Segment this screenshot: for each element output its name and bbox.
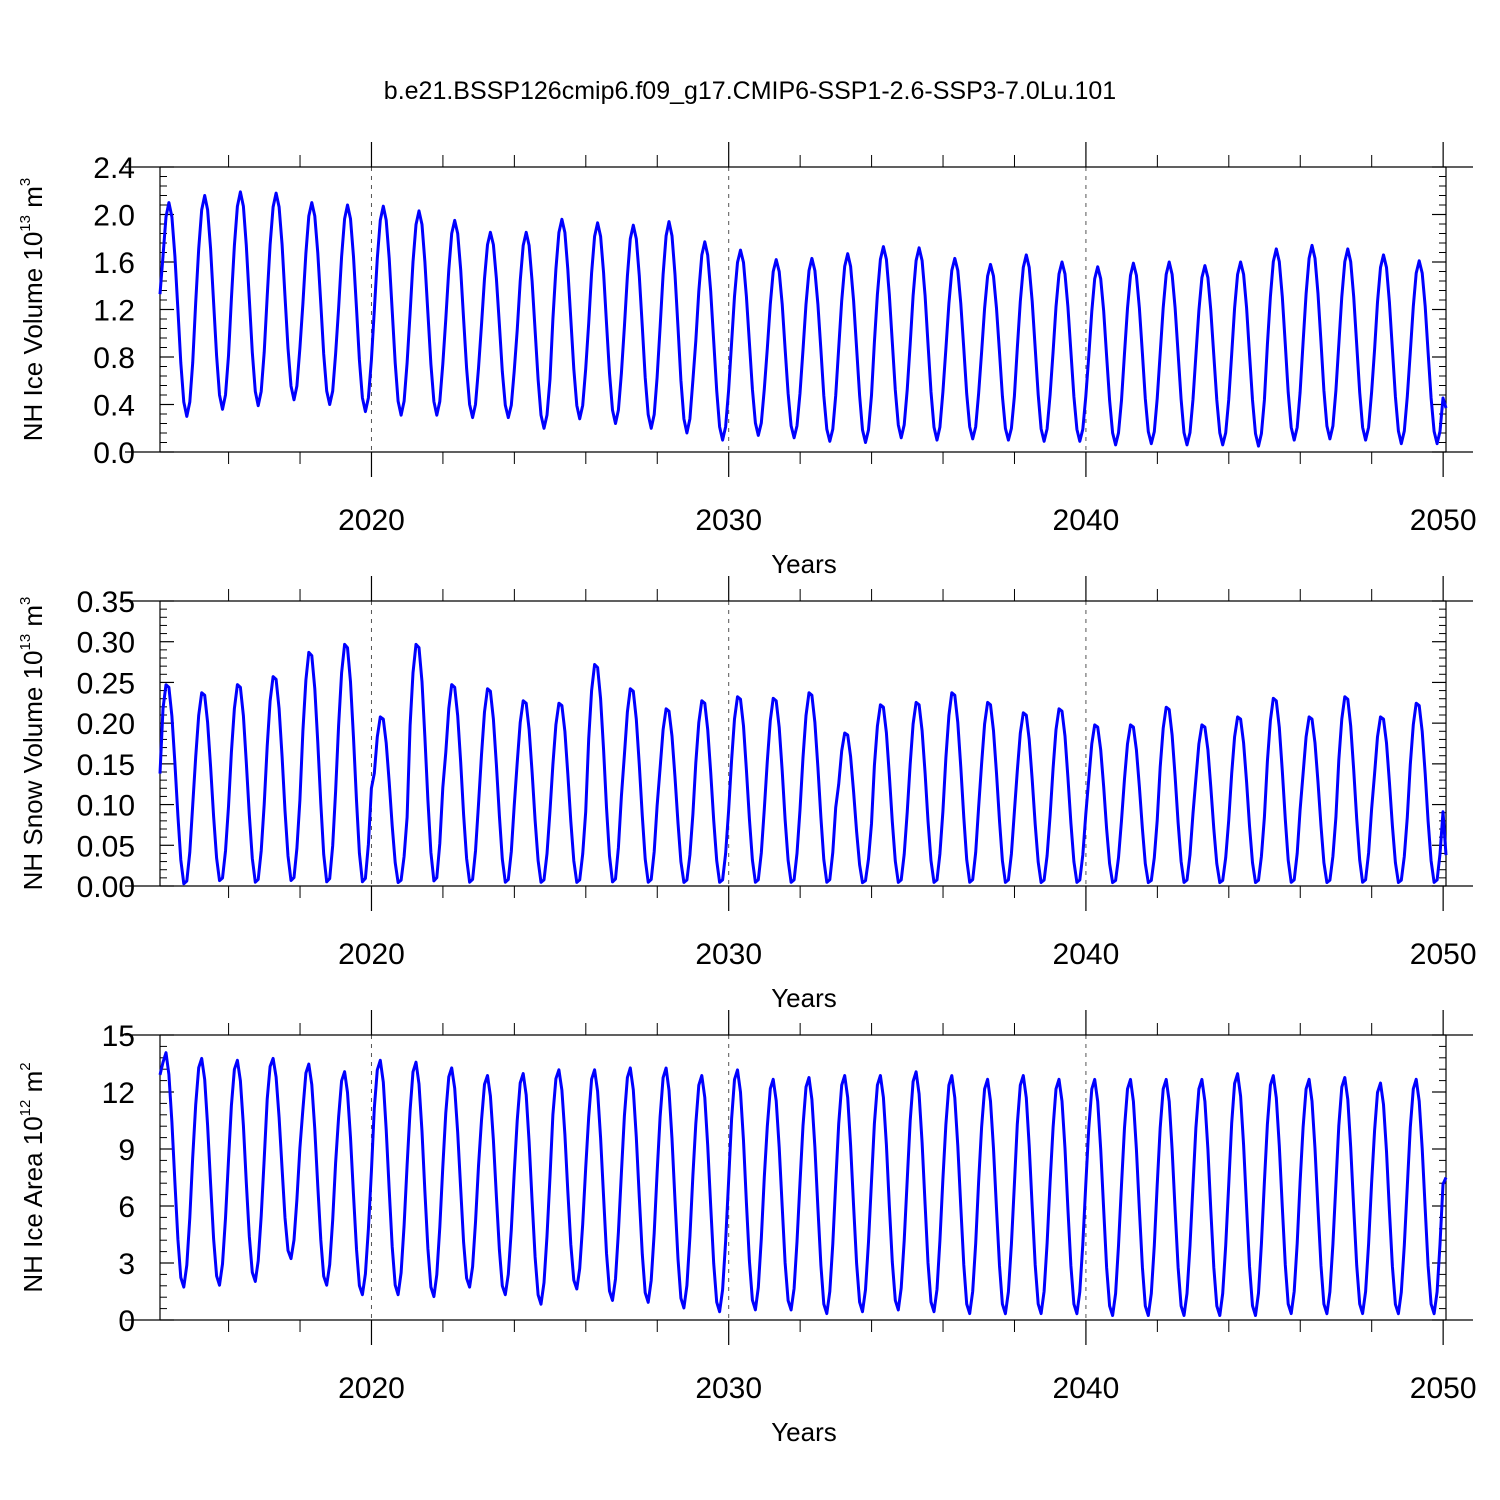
y-tick-label: 0.4 bbox=[93, 390, 135, 423]
panel-snow-volume: 2020 2030 2040 2050 Years 0.00 0.05 0.10 0.15 0.2… bbox=[17, 576, 1477, 1013]
y-tick-label: 3 bbox=[118, 1248, 135, 1281]
y-tick-label: 0 bbox=[118, 1305, 135, 1338]
x-axis-label: Years bbox=[771, 1417, 837, 1447]
x-tick-label: 2030 bbox=[695, 1372, 762, 1405]
series-line-ice-area bbox=[158, 1051, 1448, 1317]
y-axis-label: NH Ice Area 1012 m2 bbox=[17, 1062, 48, 1292]
y-tick-label: 6 bbox=[118, 1191, 135, 1224]
y-tick-label: 2.4 bbox=[93, 152, 135, 185]
y-tick-label: 0.25 bbox=[77, 667, 135, 700]
y-axis-label: NH Ice Volume 1013 m3 bbox=[17, 178, 48, 441]
y-tick-label: 15 bbox=[102, 1020, 135, 1053]
y-tick-label: 0.00 bbox=[77, 871, 135, 904]
y-tick-label: 0.30 bbox=[77, 627, 135, 660]
x-tick-label: 2040 bbox=[1053, 504, 1120, 537]
x-axis-label: Years bbox=[771, 549, 837, 579]
x-tick-label: 2050 bbox=[1410, 504, 1477, 537]
x-tick-label: 2030 bbox=[695, 938, 762, 971]
x-tick-label: 2030 bbox=[695, 504, 762, 537]
y-tick-label: 1.2 bbox=[93, 295, 135, 328]
y-axis-label: NH Snow Volume 1013 m3 bbox=[17, 597, 48, 891]
x-tick-label: 2020 bbox=[338, 1372, 405, 1405]
x-tick-label: 2020 bbox=[338, 938, 405, 971]
y-tick-label: 0.8 bbox=[93, 342, 135, 375]
series-line-ice-volume bbox=[158, 190, 1448, 448]
x-tick-label: 2040 bbox=[1053, 1372, 1120, 1405]
y-tick-label: 2.0 bbox=[93, 200, 135, 233]
x-axis-label: Years bbox=[771, 983, 837, 1013]
x-tick-label: 2020 bbox=[338, 504, 405, 537]
y-tick-label: 0.10 bbox=[77, 790, 135, 823]
figure-title: b.e21.BSSP126cmip6.f09_g17.CMIP6-SSP1-2.… bbox=[383, 77, 1117, 105]
y-tick-label: 0.15 bbox=[77, 749, 135, 782]
x-tick-label: 2050 bbox=[1410, 938, 1477, 971]
y-tick-label: 12 bbox=[102, 1077, 135, 1110]
y-tick-label: 0.20 bbox=[77, 708, 135, 741]
panel-ice-area: 2020 2030 2040 2050 Years 0 3 6 9 12 15 NH Ice Area… bbox=[17, 1010, 1477, 1447]
y-tick-label: 1.6 bbox=[93, 247, 135, 280]
series-line-snow-volume bbox=[158, 642, 1448, 886]
x-tick-label: 2050 bbox=[1410, 1372, 1477, 1405]
y-tick-label: 0.0 bbox=[93, 437, 135, 470]
panel-ice-volume: 2020 2030 2040 2050 Years 0.0 0.4 0.8 1.2 1.6 2.0 2… bbox=[17, 142, 1477, 579]
y-tick-label: 9 bbox=[118, 1134, 135, 1167]
y-tick-label: 0.05 bbox=[77, 830, 135, 863]
x-tick-label: 2040 bbox=[1053, 938, 1120, 971]
y-tick-label: 0.35 bbox=[77, 586, 135, 619]
